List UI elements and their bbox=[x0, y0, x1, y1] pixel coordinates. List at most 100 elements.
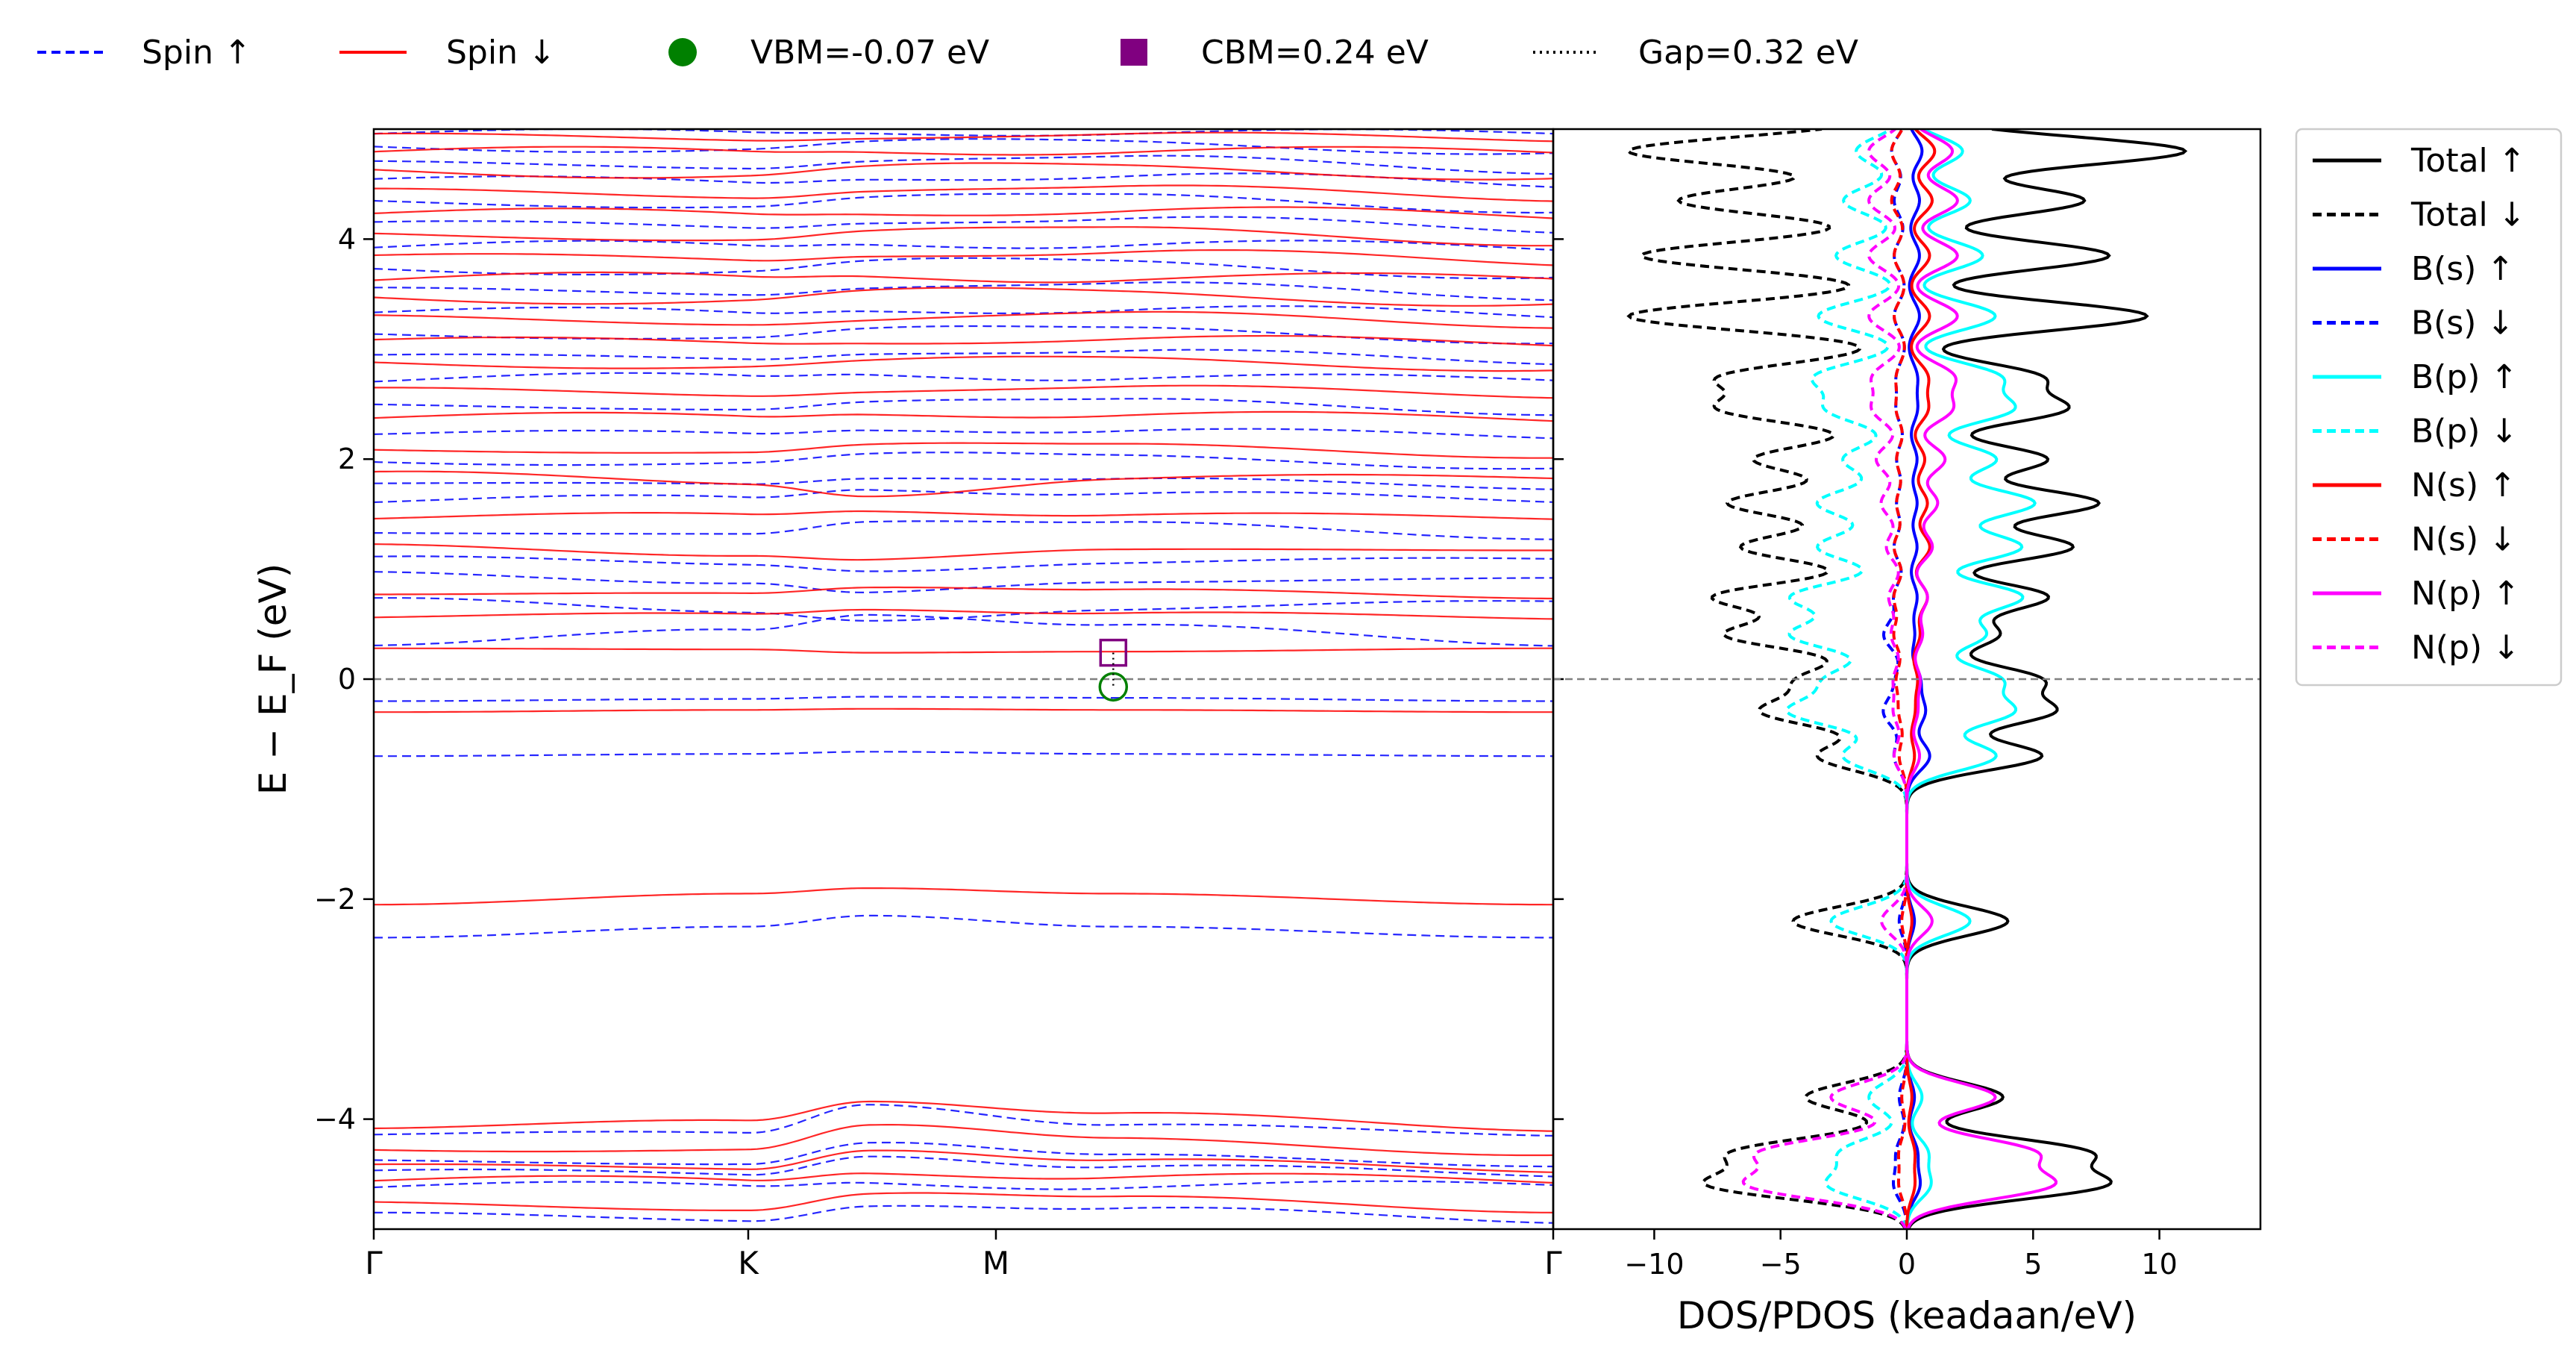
band-spin-down-1 bbox=[374, 1149, 1553, 1173]
band-spin-up-8 bbox=[374, 613, 1553, 647]
band-spin-up-18 bbox=[374, 372, 1553, 383]
band-spin-up-9 bbox=[374, 597, 1553, 622]
band-spin-down-5 bbox=[374, 887, 1553, 906]
y-tick-label: −2 bbox=[314, 883, 356, 916]
band-spin-up-22 bbox=[374, 281, 1553, 301]
dos-x-tick-label: 10 bbox=[2141, 1248, 2177, 1281]
dos-legend-label-1: Total ↓ bbox=[2410, 196, 2526, 234]
dos-legend-label-8: N(p) ↑ bbox=[2411, 575, 2520, 613]
band-spin-up-5 bbox=[374, 914, 1553, 939]
y-tick-label: 0 bbox=[338, 663, 356, 696]
band-spin-down-4 bbox=[374, 1192, 1553, 1213]
band-spin-down-8 bbox=[374, 608, 1553, 620]
dos-legend-label-2: B(s) ↑ bbox=[2411, 250, 2514, 288]
band-spin-up-21 bbox=[374, 305, 1553, 319]
band-spin-up-12 bbox=[374, 520, 1553, 540]
dos-legend-label-3: B(s) ↓ bbox=[2411, 304, 2514, 343]
y-tick-label: 2 bbox=[338, 443, 356, 475]
band-spin-up-15 bbox=[374, 452, 1553, 470]
band-spin-up-17 bbox=[374, 398, 1553, 416]
band-spin-up-28 bbox=[374, 154, 1553, 175]
top-legend-label-2: VBM=-0.07 eV bbox=[750, 34, 989, 72]
band-spin-up-0 bbox=[374, 1180, 1553, 1190]
top-legend-label-1: Spin ↓ bbox=[446, 34, 556, 72]
top-legend-label-0: Spin ↑ bbox=[142, 34, 251, 72]
band-spin-down-17 bbox=[374, 334, 1553, 347]
band-lines bbox=[374, 129, 1553, 1224]
band-spin-down-19 bbox=[374, 287, 1553, 307]
top-legend-label-3: CBM=0.24 eV bbox=[1201, 34, 1429, 72]
kpoint-label: K bbox=[738, 1245, 759, 1281]
band-structure-panel: −4 −2 0 2 4 Γ K M Γ E − E_F (eV) bbox=[251, 128, 1564, 1281]
band-spin-up-11 bbox=[374, 555, 1553, 572]
cbm-legend-marker bbox=[1121, 39, 1147, 66]
band-spin-down-27 bbox=[374, 131, 1553, 143]
band-y-axis-label: E − E_F (eV) bbox=[251, 563, 295, 796]
dos-x-ticks: −10 −5 0 5 10 bbox=[1624, 1229, 2178, 1281]
band-y-ticks: −4 −2 0 2 4 bbox=[314, 222, 1564, 1136]
band-spin-down-7 bbox=[374, 647, 1553, 654]
band-spin-up-2 bbox=[374, 1141, 1553, 1168]
band-spin-down-25 bbox=[374, 162, 1553, 181]
top-legend-label-4: Gap=0.32 eV bbox=[1638, 34, 1858, 72]
band-spin-down-18 bbox=[374, 310, 1553, 329]
band-spin-up-26 bbox=[374, 193, 1553, 214]
band-spin-up-16 bbox=[374, 428, 1553, 440]
dos-curve-9 bbox=[1741, 129, 1908, 1229]
dos-legend-label-5: B(p) ↓ bbox=[2411, 413, 2518, 451]
band-spin-down-6 bbox=[374, 707, 1553, 713]
dos-panel: −10 −5 0 5 10 DOS/PDOS (keadaan/eV) bbox=[1552, 128, 2262, 1337]
band-spin-down-22 bbox=[374, 226, 1553, 247]
kpoint-label: M bbox=[983, 1245, 1009, 1281]
dos-x-tick-label: −10 bbox=[1624, 1248, 1684, 1281]
band-spin-up-6 bbox=[374, 751, 1553, 757]
y-tick-label: −4 bbox=[314, 1103, 356, 1136]
band-spin-down-2 bbox=[374, 1124, 1553, 1157]
dos-x-tick-label: 0 bbox=[1898, 1248, 1916, 1281]
band-spin-up-29 bbox=[374, 138, 1553, 155]
band-spin-up-19 bbox=[374, 349, 1553, 366]
band-spin-down-15 bbox=[374, 384, 1553, 399]
dos-legend-label-0: Total ↑ bbox=[2410, 142, 2526, 180]
band-spin-down-16 bbox=[374, 355, 1553, 372]
band-spin-down-12 bbox=[374, 470, 1553, 498]
band-spin-down-24 bbox=[374, 184, 1553, 202]
band-spin-down-21 bbox=[374, 249, 1553, 266]
band-spin-up-4 bbox=[374, 1205, 1553, 1224]
top-legend: Spin ↑ Spin ↓ VBM=-0.07 eV CBM=0.24 eV Gap=0… bbox=[37, 34, 1858, 72]
band-spin-down-10 bbox=[374, 543, 1553, 561]
band-spin-up-1 bbox=[374, 1155, 1553, 1178]
band-spin-down-0 bbox=[374, 1172, 1553, 1184]
dos-legend-label-7: N(s) ↓ bbox=[2411, 521, 2516, 559]
band-spin-down-14 bbox=[374, 410, 1553, 422]
kpoint-label: Γ bbox=[365, 1245, 383, 1281]
vbm-legend-marker bbox=[668, 38, 697, 66]
band-spin-up-7 bbox=[374, 696, 1553, 702]
kpoint-label: Γ bbox=[1544, 1245, 1562, 1281]
band-spin-down-3 bbox=[374, 1100, 1553, 1132]
band-edge-markers bbox=[1098, 638, 1129, 702]
y-tick-label: 4 bbox=[338, 222, 356, 255]
band-spin-down-23 bbox=[374, 206, 1553, 219]
band-spin-down-20 bbox=[374, 271, 1553, 284]
band-spin-down-13 bbox=[374, 442, 1553, 459]
band-spin-up-14 bbox=[374, 477, 1553, 490]
dos-x-axis-label: DOS/PDOS (keadaan/eV) bbox=[1677, 1294, 2137, 1337]
band-spin-up-10 bbox=[374, 571, 1553, 594]
band-spin-up-25 bbox=[374, 216, 1553, 234]
cbm-marker bbox=[1099, 638, 1128, 667]
dos-legend-label-9: N(p) ↓ bbox=[2411, 629, 2520, 667]
dos-x-tick-label: −5 bbox=[1760, 1248, 1802, 1281]
dos-legend: Total ↑ Total ↓ B(s) ↑ B(s) ↓ B(p) ↑ B(p) ↓ N(… bbox=[2295, 128, 2563, 687]
dos-legend-label-6: N(s) ↑ bbox=[2411, 466, 2516, 504]
vbm-marker bbox=[1098, 672, 1129, 702]
band-spin-down-9 bbox=[374, 586, 1553, 600]
band-spin-up-24 bbox=[374, 240, 1553, 251]
band-spin-up-13 bbox=[374, 489, 1553, 504]
band-spin-down-11 bbox=[374, 510, 1553, 520]
dos-legend-label-4: B(p) ↑ bbox=[2411, 358, 2518, 396]
band-spin-down-26 bbox=[374, 146, 1553, 156]
dos-x-tick-label: 5 bbox=[2024, 1248, 2042, 1281]
